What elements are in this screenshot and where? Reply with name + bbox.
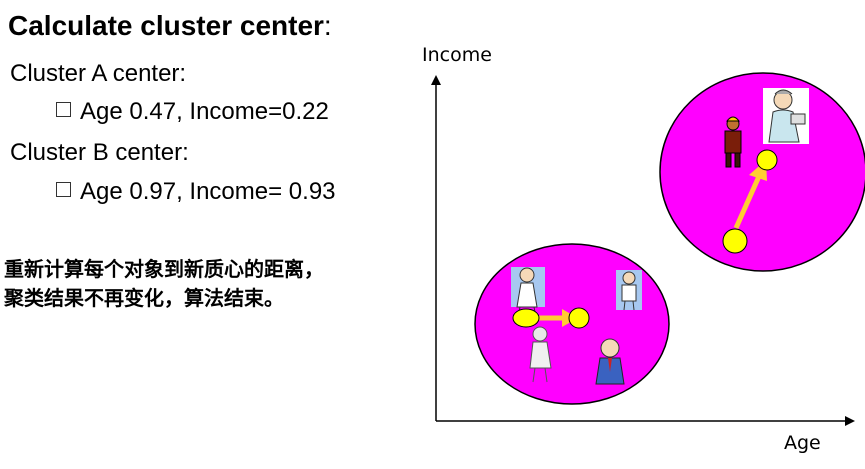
slide-title: Calculate cluster center: xyxy=(8,10,332,41)
new-centroid-b xyxy=(756,149,778,171)
cluster-b-value: Age 0.97, Income= 0.93 xyxy=(80,178,336,205)
note-line-2: 聚类结果不再变化，算法结束。 xyxy=(4,286,284,310)
person-icon xyxy=(511,267,545,318)
bullet-square-icon xyxy=(56,102,71,117)
person-icon xyxy=(616,270,642,311)
x-axis-label: Age xyxy=(784,432,821,454)
cluster-b-value-row: Age 0.97, Income= 0.93 xyxy=(56,178,336,206)
centroid-b-arrow xyxy=(733,172,763,230)
person-icon xyxy=(724,116,742,168)
new-centroid-a xyxy=(568,307,590,329)
bullet-square-icon xyxy=(56,182,71,197)
cluster-b-label: Cluster B center: xyxy=(10,139,189,166)
y-axis-label: Income xyxy=(422,44,492,66)
cluster-a-value: Age 0.47, Income=0.22 xyxy=(80,98,329,125)
cluster-a-value-row: Age 0.47, Income=0.22 xyxy=(56,98,329,126)
cluster-a-label: Cluster A center: xyxy=(10,60,187,87)
person-icon xyxy=(595,338,625,385)
person-icon xyxy=(529,326,552,383)
old-centroid-b xyxy=(722,228,748,254)
person-icon xyxy=(763,88,809,144)
old-centroid-a xyxy=(512,308,540,328)
note-line-1: 重新计算每个对象到新质心的距离， xyxy=(4,257,324,281)
